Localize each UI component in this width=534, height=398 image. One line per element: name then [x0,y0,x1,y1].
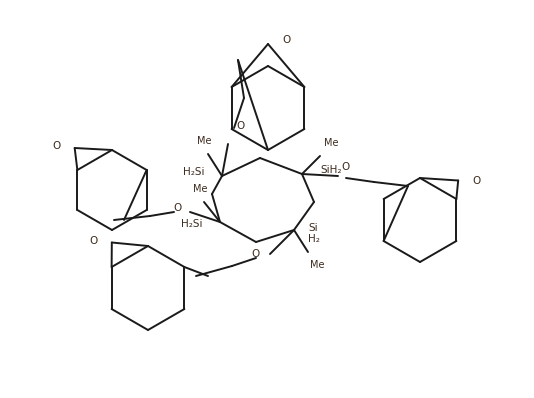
Text: O: O [342,162,350,172]
Text: SiH₂: SiH₂ [320,165,342,175]
Text: O: O [174,203,182,213]
Text: H₂: H₂ [308,234,320,244]
Text: O: O [52,141,61,151]
Text: Me: Me [310,260,325,270]
Text: H₂Si: H₂Si [183,167,204,177]
Text: O: O [236,121,244,131]
Text: Me: Me [197,136,211,146]
Text: Me: Me [193,184,207,194]
Text: O: O [252,249,260,259]
Text: O: O [472,176,481,185]
Text: Me: Me [324,138,339,148]
Text: O: O [90,236,98,246]
Text: H₂Si: H₂Si [180,219,202,229]
Text: Si: Si [308,223,318,233]
Text: O: O [282,35,290,45]
